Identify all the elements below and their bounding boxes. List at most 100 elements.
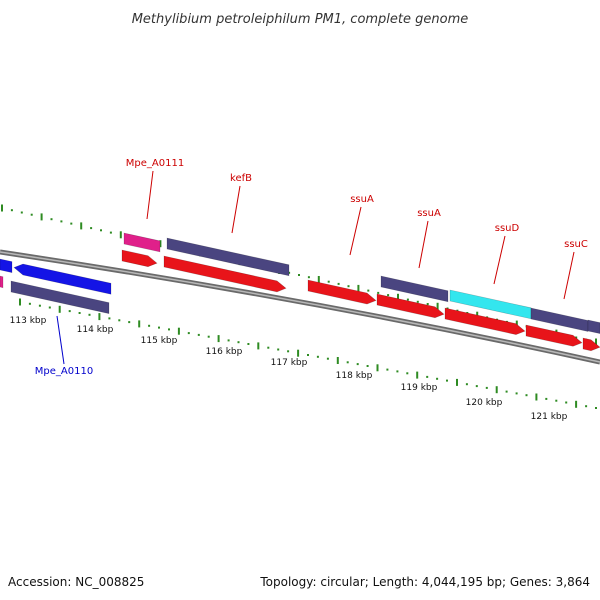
minor-tick — [38, 304, 41, 307]
kbp-label: 113 kbp — [10, 316, 47, 326]
minor-tick — [595, 407, 597, 409]
major-tick — [397, 293, 399, 301]
cds-feature[interactable] — [582, 337, 600, 352]
cds-feature[interactable] — [121, 249, 158, 268]
cds-feature[interactable] — [307, 279, 377, 305]
gene-feature-purple[interactable] — [10, 280, 110, 314]
gene-feature-pink[interactable] — [0, 275, 4, 289]
label-leader-line — [493, 235, 506, 285]
minor-tick — [555, 399, 558, 402]
minor-tick — [197, 333, 200, 336]
gene-label[interactable]: ssuC — [564, 239, 588, 250]
minor-tick — [68, 310, 71, 313]
minor-tick — [347, 285, 350, 288]
minor-tick — [456, 309, 459, 312]
map-title: Methylibium petroleiphilum PM1, complete… — [132, 12, 469, 27]
minor-tick — [396, 370, 399, 373]
major-tick — [257, 342, 260, 350]
minor-tick — [485, 386, 488, 389]
minor-tick — [327, 280, 330, 283]
major-tick — [119, 231, 122, 239]
minor-tick — [227, 339, 230, 342]
major-tick — [177, 327, 180, 335]
minor-tick — [426, 375, 429, 378]
minor-tick — [406, 298, 409, 301]
major-tick — [80, 222, 83, 230]
gene-label[interactable]: ssuD — [495, 223, 520, 234]
minor-tick — [377, 291, 380, 294]
minor-tick — [60, 220, 63, 223]
gene-label[interactable]: ssuA — [350, 194, 374, 205]
minor-tick — [50, 218, 53, 221]
gene-feature-purple[interactable] — [587, 319, 600, 334]
label-leader-line — [563, 251, 575, 300]
minor-tick — [307, 354, 309, 356]
major-tick — [297, 349, 300, 357]
cds-feature[interactable] — [376, 293, 445, 319]
major-tick — [515, 320, 518, 328]
minor-tick — [446, 379, 448, 382]
minor-tick — [100, 229, 102, 232]
kbp-label: 118 kbp — [336, 371, 373, 381]
kbp-label: 120 kbp — [466, 398, 503, 408]
gene-feature-purple[interactable] — [380, 275, 449, 303]
cds-feature[interactable] — [525, 324, 583, 347]
major-tick — [217, 335, 220, 343]
genome-summary-text: Topology: circular; Length: 4,044,195 bp… — [259, 575, 590, 589]
gene-label[interactable]: Mpe_A0110 — [35, 366, 93, 377]
minor-tick — [128, 321, 131, 324]
major-tick — [40, 213, 43, 221]
minor-tick — [436, 377, 439, 380]
gene-feature-purple[interactable] — [166, 237, 290, 277]
label-leader-line — [231, 185, 241, 234]
major-tick — [436, 302, 439, 310]
minor-tick — [30, 213, 33, 216]
gene-label[interactable]: kefB — [230, 173, 252, 184]
minor-tick — [78, 312, 81, 314]
minor-tick — [10, 209, 13, 212]
gene-label[interactable]: Mpe_A0111 — [126, 158, 184, 169]
minor-tick — [277, 348, 280, 351]
feature-track — [0, 232, 600, 352]
gene-feature-pink[interactable] — [123, 232, 161, 253]
minor-tick — [287, 350, 290, 353]
kbp-label: 121 kbp — [531, 412, 568, 422]
gene-feature-blue[interactable] — [0, 258, 13, 273]
kbp-label: 115 kbp — [141, 336, 178, 346]
kbp-label: 114 kbp — [77, 325, 114, 335]
minor-tick — [475, 385, 478, 388]
minor-tick — [118, 319, 121, 322]
major-tick — [416, 371, 419, 379]
genome-backbone-highlight — [0, 251, 600, 363]
minor-tick — [187, 332, 190, 335]
minor-tick — [337, 282, 340, 285]
gene-label[interactable]: ssuA — [417, 208, 441, 219]
minor-tick — [237, 341, 240, 344]
minor-tick — [90, 227, 93, 230]
inner-tick-track — [19, 298, 597, 409]
minor-tick — [565, 401, 568, 404]
major-tick — [19, 298, 21, 306]
label-leader-line — [349, 206, 362, 256]
kbp-label: 119 kbp — [401, 383, 438, 393]
minor-tick — [545, 397, 548, 400]
minor-tick — [20, 211, 23, 214]
major-tick — [495, 386, 498, 394]
major-tick — [138, 320, 141, 328]
major-tick — [336, 357, 339, 364]
minor-tick — [356, 363, 359, 366]
minor-tick — [585, 405, 588, 408]
major-tick — [595, 338, 597, 346]
major-tick — [98, 313, 101, 321]
major-tick — [1, 204, 3, 212]
cds-feature[interactable] — [163, 255, 287, 293]
gene-feature-purple[interactable] — [530, 307, 589, 332]
label-leader-line — [146, 170, 154, 220]
major-tick — [376, 364, 379, 372]
gene-feature-blue[interactable] — [13, 263, 112, 295]
minor-tick — [298, 274, 300, 276]
kbp-label: 117 kbp — [271, 358, 308, 368]
major-tick — [58, 305, 61, 313]
cds-feature[interactable] — [444, 307, 526, 335]
